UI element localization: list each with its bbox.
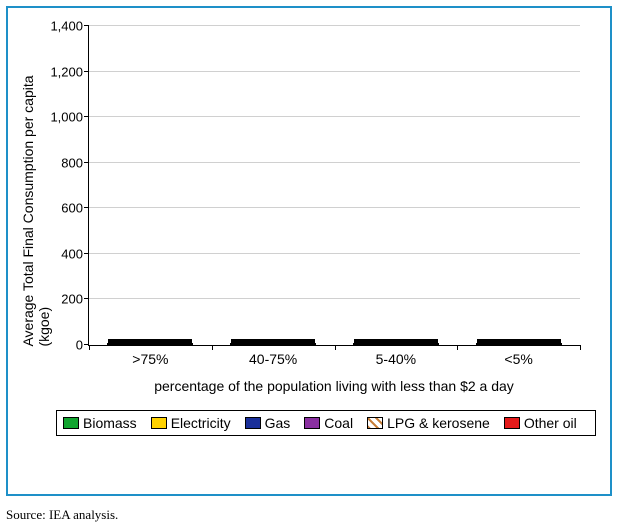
y-axis-label: Average Total Final Consumption per capi…	[20, 75, 52, 346]
ytick-label: 200	[61, 292, 89, 307]
legend-item-gas: Gas	[245, 415, 291, 431]
legend-swatch-biomass	[63, 417, 79, 429]
xtick-mark	[457, 345, 458, 350]
legend-label: Gas	[265, 415, 291, 431]
gridline	[89, 207, 580, 208]
legend-label: Electricity	[171, 415, 231, 431]
xtick-label: >75%	[132, 345, 168, 367]
xtick-mark	[89, 345, 90, 350]
plot-region: 02004006008001,0001,2001,400>75%40-75%5-…	[88, 26, 580, 346]
legend-label: Coal	[324, 415, 353, 431]
legend-swatch-oil	[504, 417, 520, 429]
page: Average Total Final Consumption per capi…	[0, 0, 618, 525]
chart-area: Average Total Final Consumption per capi…	[18, 16, 600, 406]
bar-segment-electricity	[354, 343, 438, 344]
legend-swatch-electricity	[151, 417, 167, 429]
x-axis-label: percentage of the population living with…	[88, 378, 580, 394]
gridline	[89, 298, 580, 299]
xtick-label: <5%	[504, 345, 532, 367]
xtick-mark	[335, 345, 336, 350]
bar-segment-electricity	[108, 343, 192, 344]
gridline	[89, 71, 580, 72]
y-axis-label-line2: (kgoe)	[36, 307, 52, 347]
legend-label: LPG & kerosene	[387, 415, 490, 431]
legend-swatch-gas	[245, 417, 261, 429]
bar-segment-electricity	[231, 343, 315, 344]
legend-label: Other oil	[524, 415, 577, 431]
ytick-label: 400	[61, 246, 89, 261]
ytick-label: 800	[61, 155, 89, 170]
legend-item-oil: Other oil	[504, 415, 577, 431]
legend-item-coal: Coal	[304, 415, 353, 431]
gridline	[89, 25, 580, 26]
legend-swatch-lpg	[367, 417, 383, 429]
gridline	[89, 253, 580, 254]
legend-label: Biomass	[83, 415, 137, 431]
ytick-label: 1,000	[50, 110, 89, 125]
ytick-label: 0	[76, 338, 89, 353]
gridline	[89, 162, 580, 163]
ytick-label: 600	[61, 201, 89, 216]
legend-item-electricity: Electricity	[151, 415, 231, 431]
ytick-label: 1,400	[50, 19, 89, 34]
legend: Biomass Electricity Gas Coal LPG & kerosene O…	[56, 410, 596, 436]
xtick-mark	[580, 345, 581, 350]
bars-container	[89, 26, 580, 345]
y-axis-label-line1: Average Total Final Consumption per capi…	[20, 75, 36, 346]
xtick-label: 5-40%	[376, 345, 416, 367]
legend-item-biomass: Biomass	[63, 415, 137, 431]
xtick-mark	[212, 345, 213, 350]
legend-item-lpg: LPG & kerosene	[367, 415, 490, 431]
source-text: Source: IEA analysis.	[6, 507, 118, 523]
ytick-label: 1,200	[50, 64, 89, 79]
chart-panel: Average Total Final Consumption per capi…	[6, 6, 612, 496]
xtick-label: 40-75%	[249, 345, 297, 367]
gridline	[89, 116, 580, 117]
bar-segment-electricity	[477, 343, 561, 344]
legend-swatch-coal	[304, 417, 320, 429]
